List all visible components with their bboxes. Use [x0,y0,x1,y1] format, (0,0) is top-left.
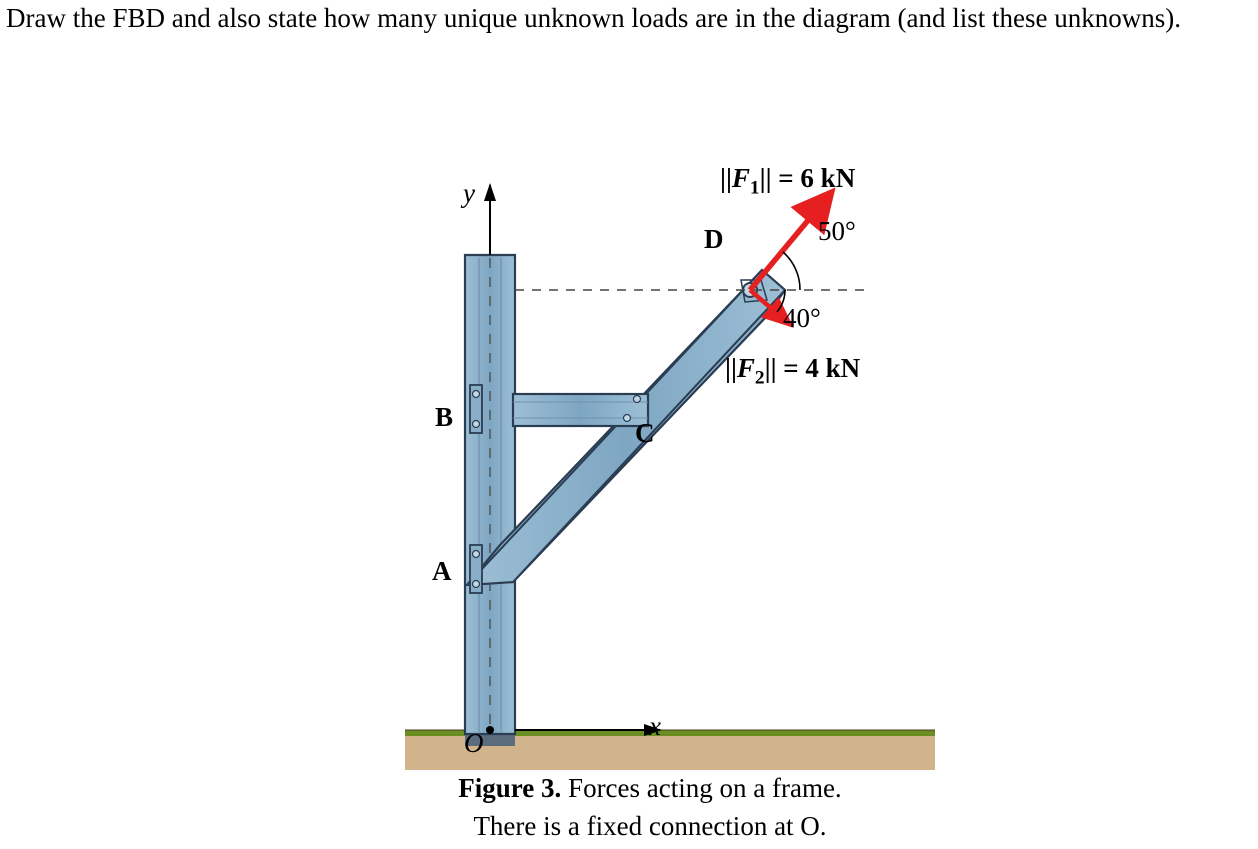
origin-point [486,726,494,734]
label-angle-40: 40° [783,305,821,332]
figure-caption-label: Figure 3. [458,773,561,803]
label-angle-50: 50° [818,218,856,245]
label-f2: ||F2|| = 4 kN [725,355,860,388]
label-point-c: C [635,420,655,447]
label-axis-y: y [463,180,475,207]
question-text: Draw the FBD and also state how many uni… [6,0,1246,36]
label-f1: ||F1|| ||F₁|| = 6 kN= 6 kN [720,165,855,198]
label-point-d: D [704,226,724,253]
figure-caption-title: Forces acting on a frame. [561,773,841,803]
figure-caption: Figure 3. Forces acting on a frame. Ther… [420,770,880,846]
force-f1 [750,200,825,290]
label-point-a: A [432,558,452,585]
vertical-column [465,255,515,746]
bolt-plate-a [470,545,482,593]
label-point-b: B [435,404,453,431]
bolt-plate-b [470,385,482,433]
angle-50-arc [783,252,800,290]
label-origin-o: O [464,730,484,757]
label-axis-x: x [649,713,661,740]
figure-caption-line2: There is a fixed connection at O. [473,811,826,841]
figure-diagram: ||F1|| ||F₁|| = 6 kN= 6 kN ||F₁|| = 6 kN… [405,150,935,770]
